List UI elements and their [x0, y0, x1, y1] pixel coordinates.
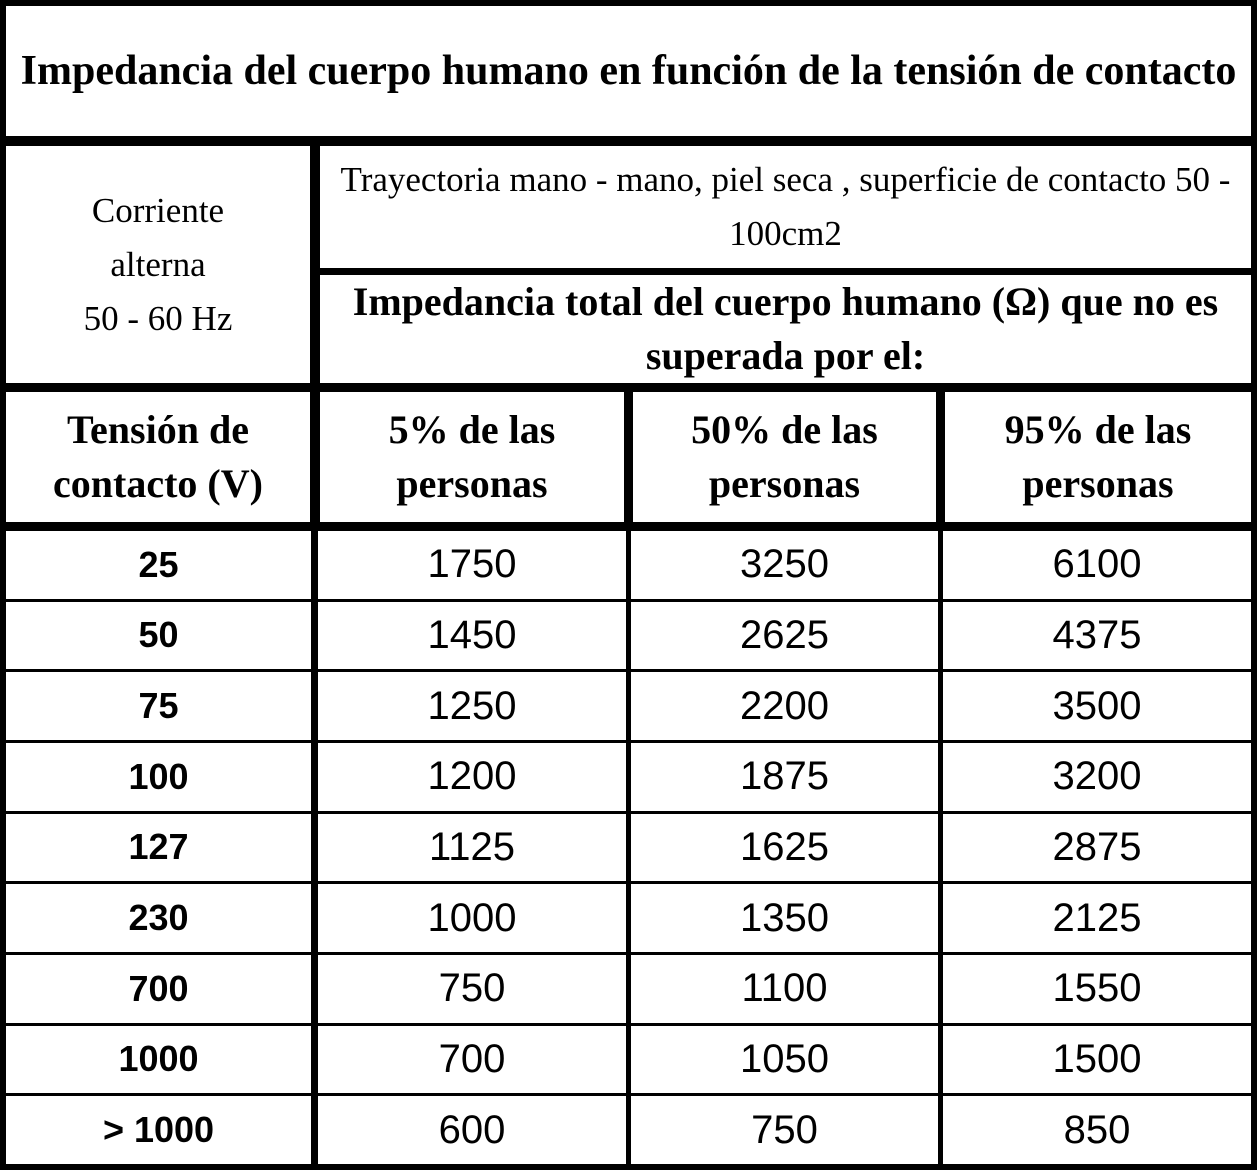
impedance-cell: 1050 — [631, 1025, 938, 1094]
current-line: 50 - 60 Hz — [83, 298, 233, 338]
impedance: 2125 — [1052, 895, 1142, 940]
impedance: 1125 — [428, 824, 515, 869]
impedance-cell: 1125 — [318, 813, 626, 882]
voltage-cell: > 1000 — [6, 1096, 311, 1164]
column-header: 5% de las personas — [388, 407, 556, 506]
impedance-cell: 1250 — [318, 672, 626, 740]
impedance: 1050 — [740, 1036, 829, 1081]
column-header-cell: 50% de las personas — [633, 392, 936, 522]
title: Impedancia del cuerpo humano en función … — [20, 48, 1237, 94]
impedance: 750 — [751, 1107, 818, 1152]
impedance-cell: 1500 — [943, 1025, 1251, 1094]
impedance-cell: 1200 — [318, 743, 626, 811]
impedance: 1350 — [740, 895, 829, 940]
voltage: 50 — [138, 614, 179, 656]
impedance-cell: 3500 — [943, 672, 1251, 740]
impedance: 850 — [1063, 1107, 1131, 1152]
impedance: 3500 — [1052, 683, 1142, 728]
impedance-cell: 2875 — [943, 813, 1251, 882]
impedance: 1625 — [740, 824, 829, 869]
impedance: 1500 — [1052, 1036, 1142, 1081]
impedance-cell: 1875 — [631, 743, 938, 811]
voltage-cell: 1000 — [6, 1025, 311, 1094]
column-header-cell: Tensión de contacto (V) — [6, 392, 310, 522]
current-line: alterna — [110, 244, 206, 284]
column-header: 95% de las personas — [1004, 407, 1192, 506]
path-text: Trayectoria mano - mano, piel seca , sup… — [340, 160, 1231, 253]
impedance-cell: 600 — [318, 1096, 626, 1164]
column-header: 50% de las personas — [691, 407, 878, 506]
impedance-cell: 1000 — [318, 884, 626, 952]
impedance-cell: 1100 — [631, 955, 938, 1023]
impedance-cell: 4375 — [943, 601, 1251, 670]
impedance-header-cell: Impedancia total del cuerpo humano (Ω) q… — [320, 275, 1251, 383]
impedance: 1750 — [427, 542, 517, 587]
impedance-cell: 850 — [943, 1096, 1251, 1164]
impedance-cell: 750 — [318, 955, 626, 1023]
impedance: 3250 — [740, 542, 829, 587]
impedance-header: Impedancia total del cuerpo humano (Ω) q… — [352, 279, 1219, 378]
impedance: 700 — [438, 1036, 506, 1081]
current-line: Corriente — [91, 190, 225, 230]
voltage-cell: 230 — [6, 884, 311, 952]
impedance-cell: 1750 — [318, 531, 626, 599]
impedance-cell: 6100 — [943, 531, 1251, 599]
impedance: 750 — [438, 966, 506, 1011]
column-header-cell: 5% de las personas — [320, 392, 624, 522]
title-cell: Impedancia del cuerpo humano en función … — [6, 6, 1251, 136]
voltage-cell: 25 — [6, 531, 311, 599]
impedance-cell: 2125 — [943, 884, 1251, 952]
impedance: 1450 — [427, 612, 517, 657]
voltage-cell: 75 — [6, 672, 311, 740]
impedance-cell: 700 — [318, 1025, 626, 1094]
impedance: 6100 — [1052, 542, 1142, 587]
impedance: 1100 — [741, 966, 828, 1011]
voltage-cell: 127 — [6, 813, 311, 882]
voltage: 25 — [138, 543, 179, 585]
voltage: > 1000 — [102, 1109, 215, 1151]
impedance: 2875 — [1052, 824, 1142, 869]
impedance: 1000 — [427, 895, 517, 940]
impedance-cell: 1350 — [631, 884, 938, 952]
impedance: 2200 — [740, 683, 829, 728]
impedance: 1250 — [427, 683, 517, 728]
column-header: Tensión de contacto (V) — [53, 407, 263, 506]
impedance: 4375 — [1052, 612, 1142, 657]
impedance: 1875 — [740, 754, 829, 799]
voltage-cell: 100 — [6, 743, 311, 811]
impedance: 3200 — [1052, 754, 1142, 799]
impedance-cell: 3200 — [943, 743, 1251, 811]
voltage: 1000 — [118, 1038, 199, 1080]
impedance: 1200 — [427, 754, 517, 799]
impedance: 2625 — [740, 612, 829, 657]
impedance: 600 — [438, 1107, 506, 1152]
impedance-cell: 1550 — [943, 955, 1251, 1023]
voltage: 127 — [128, 826, 189, 868]
impedance-cell: 2625 — [631, 601, 938, 670]
current-cell: Corriente alterna 50 - 60 Hz — [6, 146, 310, 383]
impedance-cell: 3250 — [631, 531, 938, 599]
voltage: 230 — [128, 897, 189, 939]
voltage-cell: 50 — [6, 601, 311, 670]
impedance-cell: 1625 — [631, 813, 938, 882]
impedance-cell: 750 — [631, 1096, 938, 1164]
impedance: 1550 — [1052, 966, 1142, 1011]
path-cell: Trayectoria mano - mano, piel seca , sup… — [320, 146, 1251, 268]
voltage: 75 — [138, 685, 179, 727]
voltage-cell: 700 — [6, 955, 311, 1023]
impedance-cell: 1450 — [318, 601, 626, 670]
voltage: 100 — [128, 755, 189, 797]
impedance-cell: 2200 — [631, 672, 938, 740]
voltage: 700 — [128, 967, 189, 1009]
column-header-cell: 95% de las personas — [945, 392, 1251, 522]
